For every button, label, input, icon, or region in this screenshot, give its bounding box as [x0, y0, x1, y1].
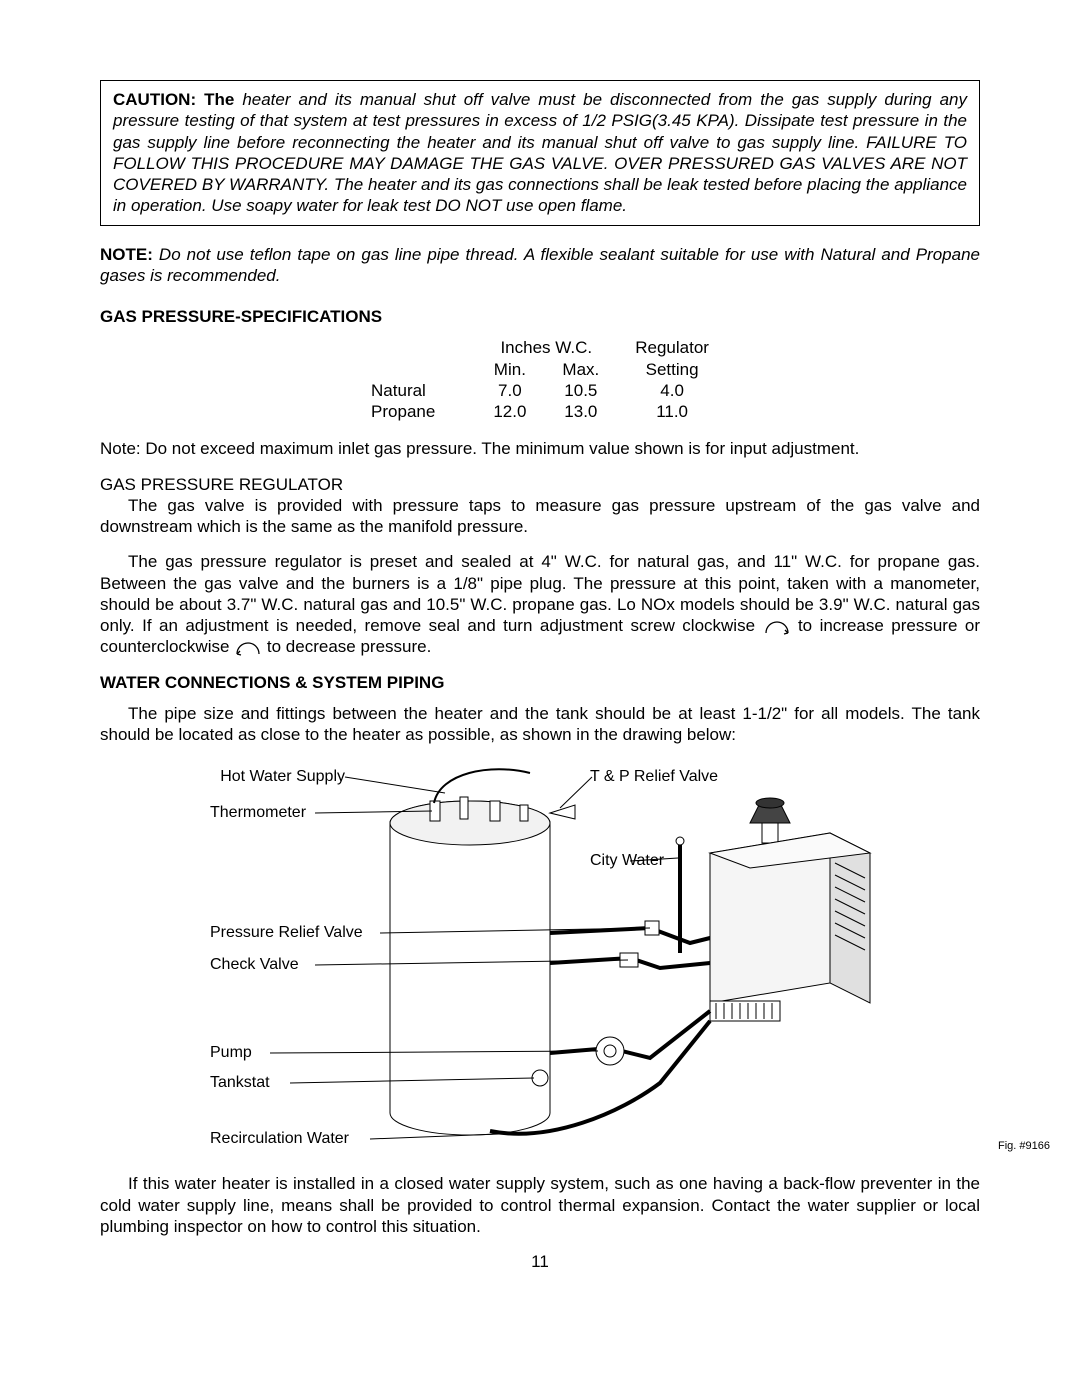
note-lead: NOTE:: [100, 245, 153, 264]
cell: 10.5: [544, 380, 617, 401]
label-hot-water: Hot Water Supply: [210, 767, 345, 787]
table-row: Min. Max. Setting: [353, 359, 727, 380]
cell: 13.0: [544, 401, 617, 422]
label-check-valve: Check Valve: [210, 955, 299, 975]
cell: 12.0: [475, 401, 544, 422]
gas-spec-table: Inches W.C. Regulator Min. Max. Setting …: [353, 337, 727, 422]
col-regulator: Regulator: [617, 337, 727, 358]
caution-box: CAUTION: The heater and its manual shut …: [100, 80, 980, 226]
label-tankstat: Tankstat: [210, 1073, 270, 1093]
page: CAUTION: The heater and its manual shut …: [0, 0, 1080, 1312]
regulator-p1: The gas valve is provided with pressure …: [100, 495, 980, 538]
label-thermometer: Thermometer: [210, 803, 306, 823]
note-paragraph: NOTE: Do not use teflon tape on gas line…: [100, 244, 980, 287]
note-body: Do not use teflon tape on gas line pipe …: [100, 245, 980, 285]
row-label: Natural: [353, 380, 475, 401]
label-pressure-relief: Pressure Relief Valve: [210, 923, 363, 943]
heater-unit: [710, 798, 870, 1021]
caution-lead: CAUTION: The: [113, 90, 234, 109]
row-label: Propane: [353, 401, 475, 422]
label-relief-valve: T & P Relief Valve: [590, 767, 718, 787]
regulator-p2: The gas pressure regulator is preset and…: [100, 551, 980, 657]
col-setting: Setting: [617, 359, 727, 380]
gas-spec-heading: GAS PRESSURE-SPECIFICATIONS: [100, 306, 980, 327]
page-number: 11: [100, 1251, 980, 1272]
col-group: Inches W.C.: [475, 337, 617, 358]
table-row: Inches W.C. Regulator: [353, 337, 727, 358]
piping-diagram: Hot Water Supply Thermometer T & P Relie…: [190, 753, 890, 1163]
label-pump: Pump: [210, 1043, 252, 1063]
gas-spec-note: Note: Do not exceed maximum inlet gas pr…: [100, 438, 980, 459]
table-row: Propane 12.0 13.0 11.0: [353, 401, 727, 422]
clockwise-icon: [763, 619, 791, 635]
water-p2: If this water heater is installed in a c…: [100, 1173, 980, 1237]
col-max: Max.: [544, 359, 617, 380]
table-row: Natural 7.0 10.5 4.0: [353, 380, 727, 401]
cell: 7.0: [475, 380, 544, 401]
caution-body: heater and its manual shut off valve mus…: [113, 90, 967, 215]
figure-number: Fig. #9166: [998, 1140, 1050, 1154]
cell: 11.0: [617, 401, 727, 422]
regulator-p2c: to decrease pressure.: [267, 637, 431, 656]
col-min: Min.: [475, 359, 544, 380]
water-heading: WATER CONNECTIONS & SYSTEM PIPING: [100, 672, 980, 693]
regulator-heading: GAS PRESSURE REGULATOR: [100, 474, 980, 495]
cell: 4.0: [617, 380, 727, 401]
water-p1: The pipe size and fittings between the h…: [100, 703, 980, 746]
counterclockwise-icon: [234, 640, 262, 656]
label-recirc: Recirculation Water: [210, 1129, 349, 1149]
label-city-water: City Water: [590, 851, 664, 871]
